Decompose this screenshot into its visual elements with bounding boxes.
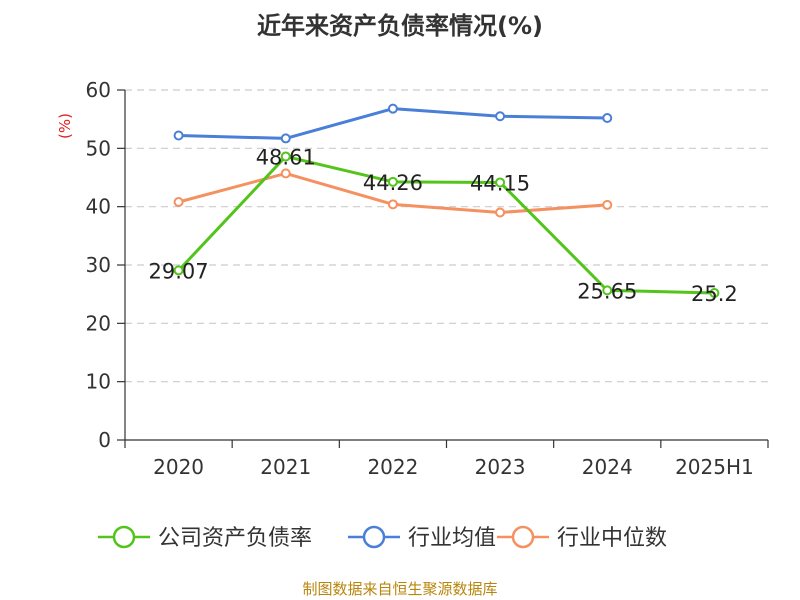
y-tick-label: 20 xyxy=(86,311,111,335)
data-point xyxy=(602,113,613,123)
data-point xyxy=(602,285,613,296)
legend-swatch-marker xyxy=(511,525,535,549)
data-label: 25.65 xyxy=(577,279,637,303)
x-tick-label: 2022 xyxy=(367,455,418,479)
y-tick-label: 50 xyxy=(86,136,111,160)
series-layer xyxy=(173,103,720,298)
x-tick-label: 2025H1 xyxy=(675,455,754,479)
x-tick-label: 2024 xyxy=(582,455,633,479)
x-tick-label: 2021 xyxy=(260,455,311,479)
data-label: 25.2 xyxy=(691,282,738,306)
legend-label: 行业中位数 xyxy=(557,526,667,551)
series-line xyxy=(177,154,715,295)
data-labels: 29.07 48.61 44.26 44.15 25.65 25.2 xyxy=(149,145,738,306)
y-tick-label: 0 xyxy=(98,428,111,452)
data-point xyxy=(173,197,184,207)
source-note: 制图数据来自恒生聚源数据库 xyxy=(302,580,497,598)
data-point xyxy=(387,103,398,114)
chart-title: 近年来资产负债率情况(%) xyxy=(257,12,543,40)
y-axis-unit: (%) xyxy=(56,113,74,139)
data-point xyxy=(709,288,720,298)
y-tick-label: 40 xyxy=(86,195,111,219)
y-tick-label: 10 xyxy=(86,370,111,394)
legend-swatch-marker xyxy=(362,525,386,549)
legend-swatch-marker xyxy=(112,525,136,549)
axes: 0 10 20 30 40 50 60 2020 2021 2022 2023 2024 2025H1 xyxy=(86,78,769,479)
grid-lines xyxy=(125,89,768,383)
data-point xyxy=(173,130,184,141)
data-point xyxy=(387,176,398,187)
data-point xyxy=(495,207,506,218)
data-point xyxy=(602,199,613,210)
data-label: 48.61 xyxy=(256,145,316,169)
legend-label: 行业均值 xyxy=(408,526,496,551)
data-label: 44.26 xyxy=(363,171,423,195)
data-point xyxy=(173,265,184,276)
x-tick-label: 2023 xyxy=(475,455,526,479)
y-tick-label: 30 xyxy=(86,253,111,277)
data-point xyxy=(495,177,506,188)
data-point xyxy=(495,111,506,122)
data-label: 44.15 xyxy=(470,171,530,195)
legend-label: 公司资产负债率 xyxy=(158,526,312,551)
x-tick-label: 2020 xyxy=(153,455,204,479)
data-point xyxy=(280,133,291,144)
data-label: 29.07 xyxy=(149,259,209,283)
data-point xyxy=(280,151,291,162)
y-tick-label: 60 xyxy=(86,78,111,102)
legend: 公司资产负债率 行业均值 行业中位数 xyxy=(98,525,667,551)
data-point xyxy=(280,168,291,179)
data-point xyxy=(387,199,398,210)
